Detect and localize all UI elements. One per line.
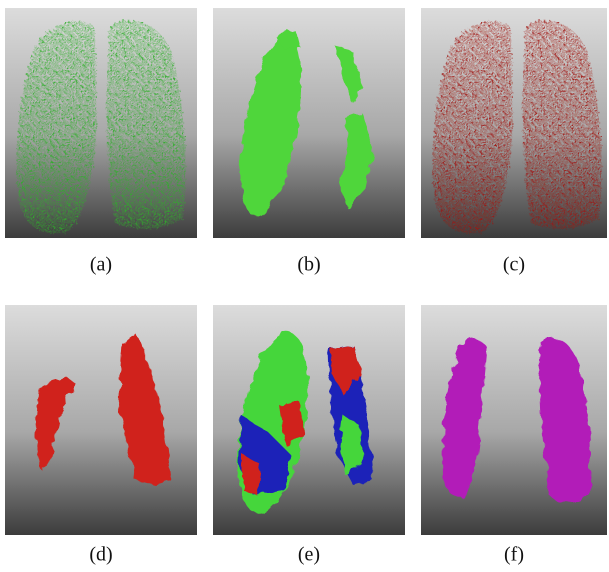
panel-label: (f) bbox=[504, 544, 524, 566]
panel-b bbox=[213, 8, 405, 238]
figure: (a) (b) (c) (d) bbox=[0, 0, 609, 572]
panel-background bbox=[213, 8, 405, 238]
panel-label: (e) bbox=[298, 544, 320, 566]
panel-label: (c) bbox=[503, 254, 525, 276]
panel-f bbox=[421, 305, 607, 535]
panel-label: (d) bbox=[89, 544, 112, 566]
panel-d bbox=[5, 305, 197, 535]
panel-a bbox=[5, 8, 197, 238]
panel-label: (b) bbox=[297, 254, 320, 276]
panel-e bbox=[213, 305, 405, 535]
panel-background bbox=[5, 305, 197, 535]
panel-label: (a) bbox=[90, 254, 112, 276]
panel-c bbox=[421, 8, 607, 238]
